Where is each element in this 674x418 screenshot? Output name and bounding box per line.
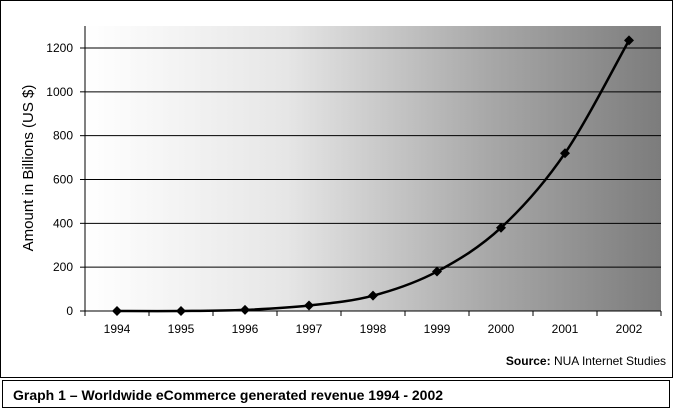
x-tick-label: 1998 [360, 322, 387, 336]
x-tick-label: 1999 [424, 322, 451, 336]
figure-caption: Graph 1 – Worldwide eCommerce generated … [13, 387, 444, 403]
data-point-marker [176, 306, 186, 316]
data-point-marker [304, 300, 314, 311]
x-tick-label: 1996 [232, 322, 259, 336]
plot-area [85, 26, 661, 311]
x-tick-label: 1997 [296, 322, 323, 336]
y-tick-label: 0 [66, 304, 73, 318]
data-point-marker [432, 266, 442, 277]
y-tick-label: 800 [53, 129, 73, 143]
x-tick-label: 2001 [552, 322, 579, 336]
data-point-marker [240, 304, 250, 315]
y-tick-label: 1200 [46, 41, 73, 55]
x-tick-labels: 1994 1995 1996 1997 1998 1999 2000 2001 2002 [104, 322, 643, 336]
caption-box: Graph 1 – Worldwide eCommerce generated … [2, 380, 670, 408]
y-tick-label: 600 [53, 173, 73, 187]
series-group [112, 35, 634, 316]
source-label: Source: [505, 354, 551, 368]
y-tick-label: 400 [53, 216, 73, 230]
x-tick-label: 2000 [488, 322, 515, 336]
x-tick-label: 1994 [104, 322, 131, 336]
data-point-marker [368, 290, 378, 301]
source-note: Source: NUA Internet Studies [506, 354, 666, 368]
data-point-marker [112, 306, 122, 316]
data-point-marker [560, 148, 570, 159]
x-tick-label: 2002 [616, 322, 643, 336]
series-line [116, 39, 631, 313]
x-tick-label: 1995 [168, 322, 195, 336]
y-tick-label: 200 [53, 260, 73, 274]
data-point-marker [496, 222, 506, 233]
y-axis-label: Amount in Billions (US $) [20, 85, 37, 252]
source-text: NUA Internet Studies [553, 354, 666, 368]
y-tick-label: 1000 [46, 85, 73, 99]
y-tick-labels: 0 200 400 600 800 1000 1200 [46, 41, 73, 318]
data-point-marker [624, 35, 634, 46]
